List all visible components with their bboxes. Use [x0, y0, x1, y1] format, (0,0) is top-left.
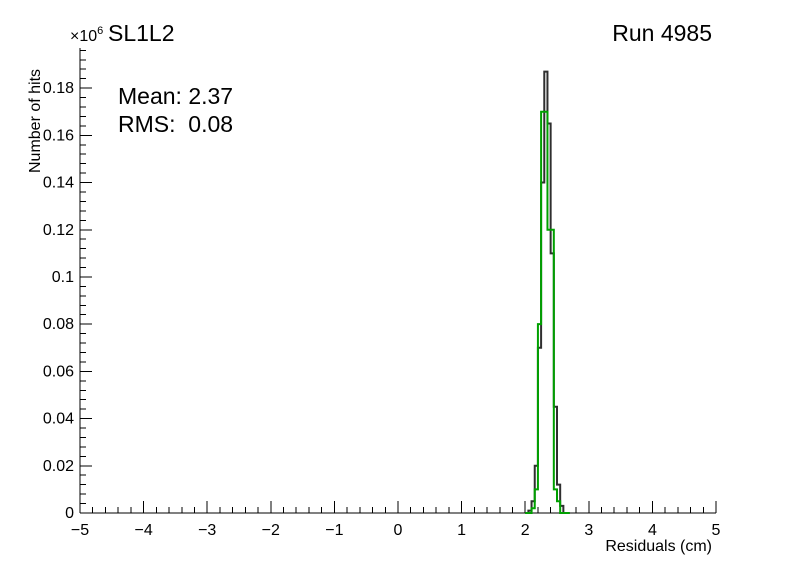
x-tick-label: 5 [712, 522, 721, 539]
y-tick-label: 0.18 [43, 80, 74, 97]
x-tick-label: −1 [325, 522, 343, 539]
stats-rms: RMS: 0.08 [118, 111, 233, 137]
y-tick-label: 0.12 [43, 222, 74, 239]
y-tick-label: 0.1 [52, 269, 74, 286]
x-tick-label: −4 [134, 522, 152, 539]
x-tick-label: 0 [394, 522, 403, 539]
plot-title: SL1L2 [108, 20, 175, 46]
y-tick-label: 0.08 [43, 316, 74, 333]
y-tick-label: 0.06 [43, 363, 74, 380]
all-hits-histogram [525, 70, 570, 514]
x-axis-label: Residuals (cm) [605, 538, 712, 555]
y-tick-label: 0.16 [43, 127, 74, 144]
axes-layer: −5 −4 −3 −2 −1 0 1 2 3 4 5 0 0.02 0.04 0.06 0.08 0.1 0.12… [43, 48, 721, 539]
y-tick-label: 0 [65, 505, 74, 522]
x-tick-label: 3 [584, 522, 593, 539]
run-label: Run 4985 [612, 20, 712, 46]
x-tick-label: −2 [262, 522, 280, 539]
x-tick-label: −5 [71, 522, 89, 539]
series-layer [525, 70, 570, 514]
stats-mean: Mean: 2.37 [118, 83, 233, 109]
x-tick-label: 2 [521, 522, 530, 539]
y-tick-label: 0.14 [43, 175, 74, 192]
selected-hits-histogram [525, 110, 570, 514]
y-axis-label: Number of hits [27, 69, 44, 173]
y-tick-label: 0.04 [43, 411, 74, 428]
y-axis-scale-exponent: ×106 [70, 25, 103, 45]
x-tick-label: 4 [648, 522, 657, 539]
x-tick-label: −3 [198, 522, 216, 539]
y-tick-label: 0.02 [43, 458, 74, 475]
x-tick-label: 1 [457, 522, 466, 539]
